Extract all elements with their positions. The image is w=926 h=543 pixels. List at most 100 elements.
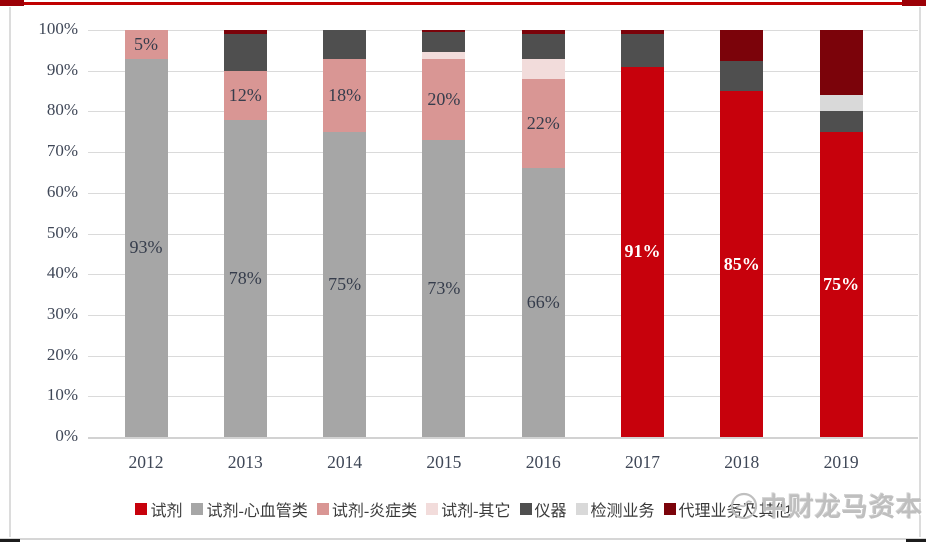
bar-segment-试剂-心血管类: 66% bbox=[521, 168, 565, 437]
bar-label: 5% bbox=[134, 33, 158, 54]
legend-swatch bbox=[663, 503, 676, 515]
bar-2012: 93% 5% bbox=[124, 30, 168, 437]
bar-segment-仪器 bbox=[323, 30, 367, 59]
bar-segment-试剂-其它 bbox=[521, 58, 565, 79]
bar-segment-仪器 bbox=[720, 60, 764, 92]
bar-segment-代理业务及其他 bbox=[720, 30, 764, 61]
bar-segment-试剂-炎症类: 18% bbox=[323, 58, 367, 132]
gridline bbox=[88, 274, 918, 276]
bar-label: 75% bbox=[823, 273, 860, 294]
watermark: 中财龙马资本 bbox=[730, 487, 923, 524]
bar-segment-检测业务 bbox=[819, 95, 863, 112]
legend: 试剂 试剂-心血管类 试剂-炎症类 试剂-其它 仪器 检测业务 代理业务及其他 bbox=[0, 497, 926, 521]
legend-swatch bbox=[316, 503, 329, 515]
legend-item-试剂: 试剂 bbox=[135, 497, 182, 521]
x-axis-label: 2012 bbox=[128, 452, 164, 472]
gridline bbox=[88, 70, 918, 72]
top-accent-rule bbox=[0, 2, 926, 5]
x-axis-label: 2019 bbox=[823, 452, 859, 472]
legend-item-仪器: 仪器 bbox=[519, 497, 567, 521]
bar-segment-代理业务及其他 bbox=[422, 30, 466, 33]
bar-segment-代理业务及其他 bbox=[521, 30, 565, 35]
y-axis-tick: 90% bbox=[46, 59, 78, 79]
bar-label: 18% bbox=[328, 84, 362, 105]
legend-label: 试剂-其它 bbox=[441, 503, 511, 520]
bar-segment-仪器 bbox=[621, 34, 664, 67]
gridline bbox=[88, 396, 918, 398]
y-axis-tick: 100% bbox=[38, 19, 78, 38]
y-axis-tick: 60% bbox=[46, 181, 78, 201]
gridline bbox=[88, 233, 918, 235]
bar-label: 20% bbox=[427, 88, 461, 109]
legend-item-试剂-其它: 试剂-其它 bbox=[426, 497, 511, 521]
bar-segment-试剂: 91% bbox=[621, 66, 664, 437]
x-axis-label: 2016 bbox=[525, 452, 561, 472]
y-axis-tick: 20% bbox=[46, 344, 78, 364]
bar-label: 12% bbox=[228, 84, 262, 105]
bar-segment-试剂-心血管类: 75% bbox=[323, 131, 367, 437]
bar-2015: 73% 20% bbox=[422, 30, 466, 437]
watermark-seal-icon bbox=[730, 492, 758, 519]
bar-segment-试剂-炎症类: 20% bbox=[422, 58, 466, 140]
gridline bbox=[88, 30, 918, 31]
legend-label: 仪器 bbox=[534, 503, 567, 520]
legend-label: 试剂-炎症类 bbox=[331, 503, 418, 520]
bar-segment-代理业务及其他 bbox=[223, 30, 267, 35]
bar-segment-试剂-心血管类: 93% bbox=[124, 58, 168, 437]
bottom-rule bbox=[0, 538, 926, 540]
top-accent-cap-left bbox=[0, 0, 24, 6]
bar-segment-仪器 bbox=[223, 34, 267, 71]
bar-2017: 91% bbox=[621, 30, 664, 437]
legend-label: 试剂-心血管类 bbox=[206, 503, 308, 520]
x-axis-label: 2017 bbox=[625, 452, 660, 472]
bar-label: 85% bbox=[723, 253, 760, 274]
legend-swatch bbox=[575, 503, 588, 515]
legend-label: 检测业务 bbox=[590, 503, 655, 520]
legend-item-检测业务: 检测业务 bbox=[575, 497, 655, 521]
bar-label: 75% bbox=[328, 273, 362, 294]
gridline bbox=[88, 111, 918, 113]
x-axis-label: 2013 bbox=[227, 452, 263, 472]
gridline bbox=[88, 314, 918, 316]
bottom-cap-right bbox=[906, 539, 926, 542]
bar-segment-试剂-心血管类: 78% bbox=[223, 119, 267, 437]
bar-segment-代理业务及其他 bbox=[621, 30, 664, 35]
bar-segment-试剂-炎症类: 12% bbox=[223, 70, 267, 120]
x-axis-baseline bbox=[88, 437, 918, 439]
plot-area: 93% 5% 78% 12% 75% 18% 73% 20% 66% 22% 91% 85% 75% bbox=[88, 30, 918, 439]
legend-label: 试剂 bbox=[150, 503, 183, 520]
y-axis-tick: 50% bbox=[46, 222, 78, 242]
chart-frame bbox=[9, 7, 921, 537]
y-axis-tick: 0% bbox=[55, 426, 78, 445]
bar-label: 66% bbox=[526, 292, 560, 313]
gridline bbox=[88, 192, 918, 194]
gridline bbox=[88, 355, 918, 357]
x-axis-label: 2014 bbox=[327, 452, 363, 472]
bar-segment-试剂-炎症类: 22% bbox=[521, 78, 565, 169]
bar-segment-试剂: 85% bbox=[720, 91, 764, 437]
bar-2014: 75% 18% bbox=[323, 30, 367, 437]
bar-segment-试剂-炎症类: 5% bbox=[124, 30, 168, 59]
bar-label: 91% bbox=[624, 241, 661, 262]
bar-segment-试剂-其它 bbox=[422, 52, 466, 59]
bar-segment-试剂-心血管类: 73% bbox=[422, 139, 466, 437]
gridline bbox=[88, 152, 918, 154]
bar-label: 78% bbox=[228, 267, 262, 288]
bottom-cap-left bbox=[0, 539, 20, 542]
bar-2016: 66% 22% bbox=[521, 30, 565, 437]
legend-item-试剂-心血管类: 试剂-心血管类 bbox=[191, 497, 308, 521]
bar-2013: 78% 12% bbox=[223, 30, 267, 437]
legend-swatch bbox=[191, 503, 204, 515]
y-axis-tick: 70% bbox=[46, 141, 78, 161]
legend-swatch bbox=[135, 503, 148, 515]
bar-label: 22% bbox=[526, 113, 560, 134]
bar-segment-代理业务及其他 bbox=[819, 30, 863, 96]
bar-2018: 85% bbox=[720, 30, 764, 437]
legend-item-试剂-炎症类: 试剂-炎症类 bbox=[316, 497, 418, 521]
bar-label: 93% bbox=[129, 237, 163, 258]
legend-swatch bbox=[426, 503, 439, 515]
y-axis-tick: 30% bbox=[46, 303, 78, 323]
bar-label: 73% bbox=[427, 277, 461, 298]
watermark-text: 中财龙马资本 bbox=[760, 492, 923, 522]
